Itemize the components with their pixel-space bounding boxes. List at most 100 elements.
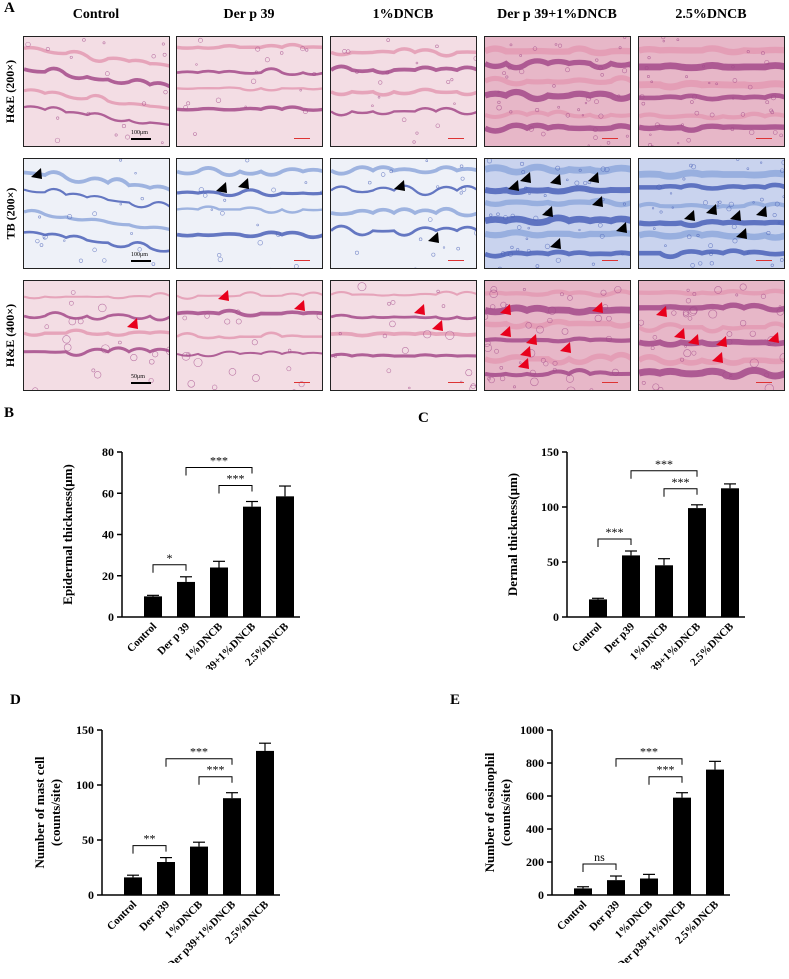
arrowhead-marker bbox=[542, 206, 553, 217]
arrowhead-marker bbox=[394, 180, 405, 191]
arrowhead-marker bbox=[294, 300, 305, 311]
significance-label: *** bbox=[640, 745, 658, 759]
arrowhead-marker bbox=[688, 334, 699, 345]
column-header: Control bbox=[72, 7, 120, 22]
histology-image bbox=[330, 36, 477, 147]
arrowhead-marker bbox=[706, 204, 717, 215]
mast-cell-chart: Number of mast cell (counts/site) 0 50 100 15… bbox=[20, 718, 284, 972]
tissue-section-drawing bbox=[639, 281, 784, 390]
tissue-section-drawing bbox=[639, 159, 784, 268]
row-label-text: TB (200×) bbox=[3, 187, 18, 239]
tissue-section-drawing bbox=[485, 159, 630, 268]
scale-bar bbox=[602, 260, 618, 261]
histology-image bbox=[23, 280, 170, 391]
scale-bar bbox=[131, 260, 151, 262]
scale-bar bbox=[756, 382, 772, 383]
y-axis-label: Number of mast cell bbox=[32, 756, 47, 868]
y-tick-label: 150 bbox=[541, 445, 559, 459]
panel-letter-a: A bbox=[4, 0, 15, 16]
bar bbox=[688, 508, 706, 617]
row-label-text: H&E (400×) bbox=[3, 303, 18, 367]
y-tick-label: 200 bbox=[526, 855, 544, 869]
arrowhead-marker bbox=[508, 180, 519, 191]
column-header: Der p 39 bbox=[223, 7, 275, 22]
chart-svg-e: Number of eosinophil (counts/site) 0 200 400… bbox=[482, 723, 734, 972]
chart-svg-d: Number of mast cell (counts/site) 0 50 100 15… bbox=[32, 723, 284, 972]
scale-bar bbox=[294, 260, 310, 261]
y-axis-label: Dermal thickness(μm) bbox=[505, 473, 520, 596]
arrowhead-marker bbox=[31, 168, 42, 179]
tissue-section-drawing bbox=[331, 159, 476, 268]
bar bbox=[177, 581, 195, 617]
y-tick-label: 40 bbox=[102, 528, 114, 542]
bar bbox=[607, 880, 625, 895]
arrowhead-marker bbox=[730, 210, 741, 221]
arrowhead-marker bbox=[550, 238, 561, 249]
bar bbox=[721, 488, 739, 617]
histology-image bbox=[484, 36, 631, 147]
significance-bracket bbox=[152, 564, 187, 573]
tissue-section-drawing bbox=[177, 281, 322, 390]
y-tick-label: 20 bbox=[102, 569, 114, 583]
tissue-section-drawing bbox=[24, 37, 169, 146]
y-tick-label: 600 bbox=[526, 789, 544, 803]
y-tick-label: 150 bbox=[76, 723, 94, 737]
arrowhead-marker bbox=[218, 290, 229, 301]
y-tick-label: 1000 bbox=[520, 723, 544, 737]
arrowhead-marker bbox=[616, 222, 627, 233]
scale-bar bbox=[294, 382, 310, 383]
arrowhead-marker bbox=[588, 172, 599, 183]
bar bbox=[124, 877, 142, 895]
tissue-section-drawing bbox=[485, 281, 630, 390]
tissue-section-drawing bbox=[331, 37, 476, 146]
eosinophil-chart: Number of eosinophil (counts/site) 0 200 400… bbox=[470, 718, 734, 972]
arrowhead-marker bbox=[560, 342, 571, 353]
arrowhead-marker bbox=[238, 178, 249, 189]
arrowhead-marker bbox=[674, 328, 685, 339]
histology-image bbox=[330, 280, 477, 391]
scale-bar bbox=[294, 138, 310, 139]
column-header: 2.5%DNCB bbox=[675, 7, 747, 22]
significance-bracket bbox=[185, 467, 253, 476]
bar bbox=[256, 750, 274, 895]
significance-bracket bbox=[132, 845, 167, 854]
y-axis-label: (counts/site) bbox=[498, 779, 513, 846]
arrowhead-marker bbox=[550, 174, 561, 185]
scale-bar bbox=[756, 138, 772, 139]
histology-image bbox=[484, 280, 631, 391]
arrowhead-marker bbox=[712, 352, 723, 363]
tissue-section-drawing bbox=[24, 281, 169, 390]
significance-bracket bbox=[615, 758, 683, 767]
scale-bar-label: 50μm bbox=[131, 374, 145, 380]
histology-image bbox=[176, 36, 323, 147]
scale-bar bbox=[448, 260, 464, 261]
significance-label: *** bbox=[207, 763, 225, 777]
y-axis-label: Epidermal thickness(μm) bbox=[60, 464, 75, 605]
row-label: H&E (200×) bbox=[2, 36, 20, 146]
y-tick-label: 400 bbox=[526, 822, 544, 836]
y-tick-label: 0 bbox=[538, 888, 544, 902]
y-tick-label: 100 bbox=[541, 500, 559, 514]
y-tick-label: 50 bbox=[82, 833, 94, 847]
significance-label: * bbox=[167, 551, 173, 565]
x-category-label: Control bbox=[570, 621, 604, 655]
arrowhead-marker bbox=[520, 172, 531, 183]
scale-bar bbox=[448, 382, 464, 383]
arrowhead-marker bbox=[414, 304, 425, 315]
scale-bar bbox=[448, 138, 464, 139]
significance-label: ns bbox=[594, 850, 605, 864]
scale-bar-label: 100μm bbox=[131, 130, 148, 136]
arrowhead-marker bbox=[518, 358, 529, 369]
row-label: H&E (400×) bbox=[2, 280, 20, 390]
significance-bracket bbox=[165, 758, 233, 767]
chart-svg-b: Epidermal thickness(μm)020406080ControlD… bbox=[60, 445, 304, 696]
bar bbox=[190, 846, 208, 895]
scale-bar bbox=[756, 260, 772, 261]
arrowhead-marker bbox=[428, 232, 439, 243]
bar bbox=[706, 769, 724, 895]
y-tick-label: 800 bbox=[526, 756, 544, 770]
histology-image bbox=[638, 36, 785, 147]
scale-bar bbox=[602, 382, 618, 383]
x-category-label: Control bbox=[105, 899, 139, 933]
bar bbox=[276, 496, 294, 617]
